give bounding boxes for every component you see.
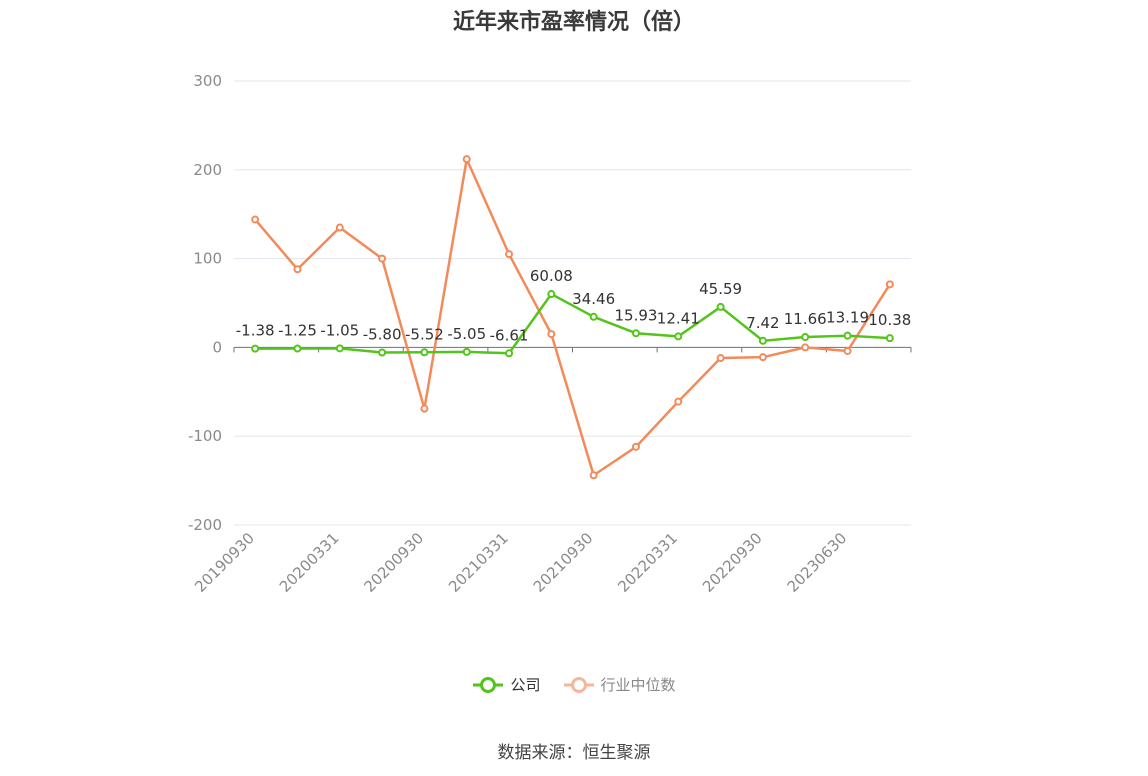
company-point: [758, 336, 767, 345]
industry-point: [462, 155, 471, 164]
y-axis: -200 -100 0 100 200 300: [188, 72, 222, 534]
company-data-label: -6.61: [490, 326, 529, 344]
series-layer: [251, 155, 894, 480]
legend-industry-marker-icon: [563, 676, 594, 693]
industry-point: [293, 265, 302, 274]
legend-company-label: 公司: [510, 676, 541, 694]
legend-company-marker-icon: [473, 676, 504, 693]
x-tick-label: 20190930: [191, 529, 258, 596]
x-tick-label: 20210930: [530, 529, 597, 596]
company-data-label: -1.05: [320, 321, 359, 339]
industry-point: [505, 250, 514, 259]
y-tick-label: 100: [193, 250, 222, 268]
legend-item-company[interactable]: 公司: [472, 674, 541, 695]
industry-point: [801, 343, 810, 352]
company-data-label: 13.19: [826, 309, 869, 327]
industry-point: [758, 353, 767, 362]
company-data-label: 15.93: [614, 306, 657, 324]
company-point: [505, 349, 514, 358]
company-point: [716, 302, 725, 311]
legend-item-industry[interactable]: 行业中位数: [563, 674, 676, 695]
y-tick-label: -200: [188, 516, 222, 534]
industry-point: [547, 330, 556, 339]
company-data-label: 12.41: [657, 309, 700, 327]
industry-point: [251, 215, 260, 224]
company-point: [251, 344, 260, 353]
industry-point: [378, 254, 387, 263]
industry-point: [674, 397, 683, 406]
company-point: [631, 329, 640, 338]
industry-point: [631, 442, 640, 451]
company-point: [335, 344, 344, 353]
company-point: [378, 348, 387, 357]
y-tick-label: 0: [212, 338, 222, 356]
company-data-label: 34.46: [572, 290, 615, 308]
company-data-label: -5.05: [447, 325, 486, 343]
company-point: [843, 331, 852, 340]
legend-industry-label: 行业中位数: [600, 676, 676, 694]
x-tick-label: 20200930: [361, 529, 428, 596]
x-tick-label: 20230630: [784, 529, 851, 596]
x-tick-label: 20210331: [445, 529, 512, 596]
chart-title: 近年来市盈率情况（倍）: [452, 10, 695, 35]
company-point: [420, 348, 429, 357]
company-point: [885, 334, 894, 343]
industry-point: [885, 280, 894, 289]
company-data-label: 7.42: [746, 314, 779, 332]
company-data-label: -5.80: [363, 326, 402, 344]
company-point: [462, 347, 471, 356]
industry-point: [420, 404, 429, 413]
company-data-label: -1.25: [278, 322, 317, 340]
y-tick-label: 200: [193, 161, 222, 179]
pe-ratio-line-chart: -200 -100 0 100 200 300 20190930 20200331 20200…: [188, 72, 912, 596]
company-point: [801, 333, 810, 342]
x-tick-label: 20200331: [276, 529, 343, 596]
y-tick-label: 300: [193, 72, 222, 90]
company-data-label: -1.38: [236, 322, 275, 340]
x-tick-label: 20220331: [614, 529, 681, 596]
industry-point: [716, 354, 725, 363]
industry-series-line: [254, 157, 891, 477]
company-point: [547, 290, 556, 299]
legend: 公司 行业中位数: [0, 674, 1148, 695]
company-point: [674, 332, 683, 341]
company-data-label: 60.08: [530, 267, 573, 285]
y-tick-label: -100: [188, 427, 222, 445]
x-tick-label: 20220930: [699, 529, 766, 596]
industry-point: [589, 471, 598, 480]
x-axis: 20190930 20200331 20200930 20210331 20210930…: [191, 346, 912, 596]
industry-point: [843, 346, 852, 355]
data-labels: -1.38 -1.25 -1.05 -5.80 -5.52 -5.05 -6.61 60.08…: [236, 267, 912, 344]
company-point: [589, 312, 598, 321]
industry-point: [335, 223, 344, 232]
data-source-note: 数据来源：恒生聚源: [497, 743, 651, 763]
company-point: [293, 344, 302, 353]
company-data-label: 11.66: [784, 310, 827, 328]
company-series-line: [255, 292, 890, 355]
company-data-label: 45.59: [699, 280, 742, 298]
grid-lines: [234, 80, 911, 526]
company-data-label: -5.52: [405, 325, 444, 343]
company-data-label: 10.38: [868, 311, 911, 329]
